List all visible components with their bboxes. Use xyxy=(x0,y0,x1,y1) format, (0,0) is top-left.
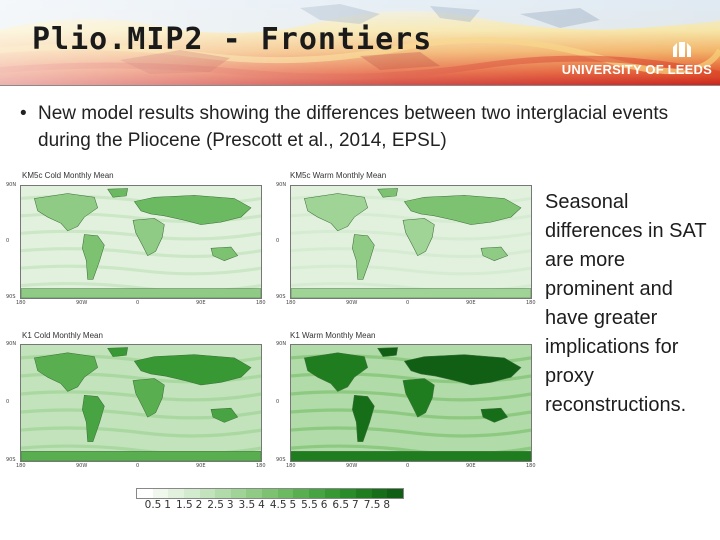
colorbar xyxy=(136,488,404,499)
latitude-tick-label: 0 xyxy=(6,399,10,405)
map-panel-title: KM5c Cold Monthly Mean xyxy=(22,171,114,180)
colorbar-label: 6 xyxy=(320,499,328,511)
longitude-tick-label: 90E xyxy=(196,300,206,306)
longitude-tick-label: 180 xyxy=(256,300,266,306)
map-panel-title: K1 Warm Monthly Mean xyxy=(290,331,376,340)
latitude-tick-label: 90N xyxy=(6,182,17,188)
colorbar-label: 8 xyxy=(383,499,391,511)
latitude-tick-label: 90S xyxy=(276,457,286,463)
colorbar-label: 6.5 xyxy=(332,499,350,511)
latitude-tick-label: 0 xyxy=(276,399,280,405)
title-banner: Plio.MIP2 - Frontiers UNIVERSITY OF LEED… xyxy=(0,0,720,86)
temperature-map-banner xyxy=(0,0,720,86)
longitude-tick-label: 90W xyxy=(76,300,88,306)
colorbar-label: 4.5 xyxy=(269,499,287,511)
colorbar-label: 7 xyxy=(352,499,359,511)
colorbar-swatch xyxy=(152,489,169,498)
colorbar-swatch xyxy=(199,489,216,498)
bullet-text: New model results showing the difference… xyxy=(38,103,669,151)
longitude-tick-label: 90E xyxy=(196,463,206,469)
colorbar-swatch xyxy=(309,489,325,498)
colorbar-label: 7.5 xyxy=(363,499,381,511)
longitude-tick-label: 180 xyxy=(526,300,536,306)
colorbar-swatch xyxy=(137,489,153,498)
map-panel xyxy=(290,185,532,299)
colorbar-swatch xyxy=(215,489,231,498)
latitude-tick-label: 0 xyxy=(276,238,280,244)
longitude-tick-label: 0 xyxy=(406,463,410,469)
longitude-tick-label: 180 xyxy=(16,300,26,306)
map-panel xyxy=(290,344,532,462)
longitude-tick-label: 0 xyxy=(136,463,140,469)
colorbar-labels: 0.5 1 1.5 2 2.5 3 3.5 4 4.5 5 5.5 6 6.5 7 7.5 8 xyxy=(136,499,406,513)
longitude-tick-label: 90E xyxy=(466,300,476,306)
longitude-tick-label: 180 xyxy=(256,463,266,469)
longitude-tick-label: 180 xyxy=(286,300,296,306)
bullet-marker: • xyxy=(20,103,27,124)
map-panel xyxy=(20,185,262,299)
colorbar-label: 2.5 xyxy=(207,499,224,511)
colorbar-label: 5 xyxy=(289,499,297,511)
university-crest-icon xyxy=(673,42,691,57)
latitude-tick-label: 90S xyxy=(6,294,16,300)
longitude-tick-label: 180 xyxy=(16,463,26,469)
colorbar-swatch xyxy=(183,489,200,498)
colorbar-swatch xyxy=(324,489,341,498)
colorbar-label: 2 xyxy=(195,499,203,511)
university-logo-text: UNIVERSITY OF LEEDS xyxy=(561,62,712,77)
colorbar-label: 1 xyxy=(164,499,171,511)
longitude-tick-label: 90W xyxy=(346,463,358,469)
colorbar-swatch xyxy=(277,489,294,498)
colorbar-swatch xyxy=(168,489,184,498)
colorbar-label: 4 xyxy=(258,499,265,511)
colorbar-label: 3.5 xyxy=(238,499,256,511)
colorbar-swatch xyxy=(371,489,388,498)
colorbar-swatch xyxy=(387,489,403,498)
colorbar-swatch xyxy=(246,489,263,498)
longitude-tick-label: 90W xyxy=(346,300,358,306)
longitude-tick-label: 180 xyxy=(526,463,536,469)
colorbar-label: 0.5 xyxy=(144,499,162,511)
latitude-tick-label: 90N xyxy=(6,341,17,347)
slide-title: Plio.MIP2 - Frontiers xyxy=(32,22,433,57)
latitude-tick-label: 90S xyxy=(6,457,16,463)
bullet-point: • New model results showing the differen… xyxy=(20,100,710,154)
latitude-tick-label: 90N xyxy=(276,182,287,188)
map-panel-title: KM5c Warm Monthly Mean xyxy=(290,171,387,180)
colorbar-label: 1.5 xyxy=(175,499,193,511)
colorbar-swatch xyxy=(355,489,372,498)
colorbar-swatch xyxy=(230,489,247,498)
longitude-tick-label: 180 xyxy=(286,463,296,469)
map-panel xyxy=(20,344,262,462)
latitude-tick-label: 90S xyxy=(276,294,286,300)
colorbar-swatch xyxy=(262,489,278,498)
colorbar-swatch xyxy=(340,489,356,498)
longitude-tick-label: 0 xyxy=(136,300,140,306)
map-panel-title: K1 Cold Monthly Mean xyxy=(22,331,103,340)
side-text: Seasonal differences in SAT are more pro… xyxy=(545,191,707,416)
colorbar-label: 5.5 xyxy=(301,499,318,511)
colorbar-swatch xyxy=(293,489,310,498)
longitude-tick-label: 0 xyxy=(406,300,410,306)
latitude-tick-label: 90N xyxy=(276,341,287,347)
colorbar-label: 3 xyxy=(226,499,234,511)
longitude-tick-label: 90W xyxy=(76,463,88,469)
longitude-tick-label: 90E xyxy=(466,463,476,469)
latitude-tick-label: 0 xyxy=(6,238,10,244)
